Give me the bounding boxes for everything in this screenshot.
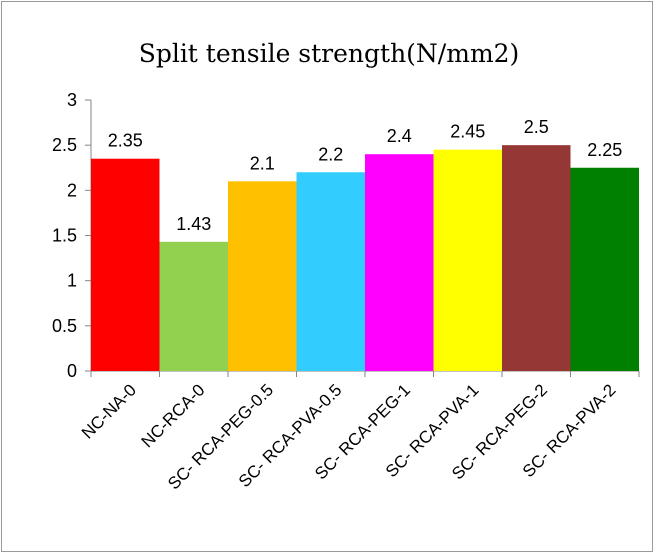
bar-1 [91,158,160,371]
bar-7 [502,145,571,371]
y-tick-label: 0 [67,361,77,381]
x-category-label: NC-NA-0 [78,380,140,442]
data-label-8: 2.25 [587,140,622,160]
bar-2 [159,241,228,371]
y-tick-label: 1.5 [52,226,77,246]
bar-4 [296,172,365,371]
data-label-5: 2.4 [387,126,412,146]
x-category-label: NC-RCA-0 [138,380,209,451]
data-label-2: 1.43 [176,214,211,234]
y-tick-label: 0.5 [52,316,77,336]
y-tick-label: 1 [67,271,77,291]
y-tick-label: 3 [67,90,77,110]
bar-8 [570,167,639,371]
bar-3 [228,181,297,371]
bar-6 [433,149,502,371]
data-label-6: 2.45 [450,122,485,142]
data-label-1: 2.35 [108,131,143,151]
data-label-4: 2.2 [318,144,343,164]
y-tick-label: 2 [67,180,77,200]
y-tick-label: 2.5 [52,135,77,155]
data-label-7: 2.5 [524,117,549,137]
data-label-3: 2.1 [250,153,275,173]
bar-5 [365,154,434,371]
chart-title: Split tensile strength(N/mm2) [139,39,520,68]
